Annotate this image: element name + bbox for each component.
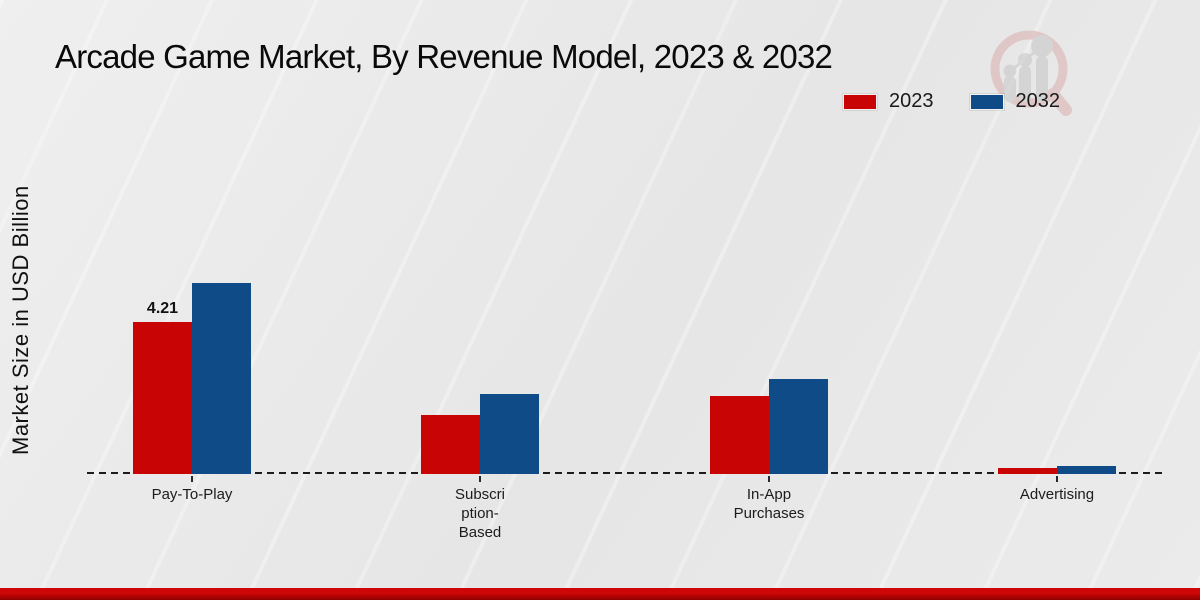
x-axis-tick (479, 476, 481, 482)
bar-2032-in-app-purchases (769, 379, 828, 474)
bar-2023-subscription-based (421, 415, 480, 474)
legend-label-2032: 2032 (1015, 90, 1061, 112)
footer-accent-band (0, 588, 1200, 600)
category-label-in-app-purchases: In-App Purchases (733, 486, 805, 522)
bar-2023-in-app-purchases (710, 396, 769, 474)
x-axis-tick (1056, 476, 1058, 482)
x-axis-tick (191, 476, 193, 482)
legend-item-2032: 2032 (968, 90, 1061, 113)
bar-2023-advertising (998, 468, 1057, 474)
x-axis-tick (768, 476, 770, 482)
bar-2032-subscription-based (480, 394, 539, 474)
bar-2023-pay-to-play (133, 322, 192, 474)
legend: 2023 2032 (842, 90, 1061, 113)
category-label-subscription-based: Subscri ption- Based (454, 486, 506, 541)
x-axis-baseline (87, 472, 1165, 474)
category-label-advertising: Advertising (1019, 486, 1095, 503)
category-label-pay-to-play: Pay-To-Play (151, 486, 233, 503)
bar-2032-advertising (1057, 466, 1116, 474)
legend-item-2023: 2023 (842, 90, 934, 113)
legend-swatch-2032 (968, 92, 1005, 111)
bar-2032-pay-to-play (192, 283, 251, 474)
legend-label-2023: 2023 (889, 90, 934, 112)
legend-swatch-2023 (842, 92, 878, 111)
bar-value-label-pay-to-play: 4.21 (146, 300, 179, 317)
chart-title: Arcade Game Market, By Revenue Model, 20… (55, 38, 833, 75)
magnifier-growth-chart-watermark-icon (990, 30, 1072, 116)
